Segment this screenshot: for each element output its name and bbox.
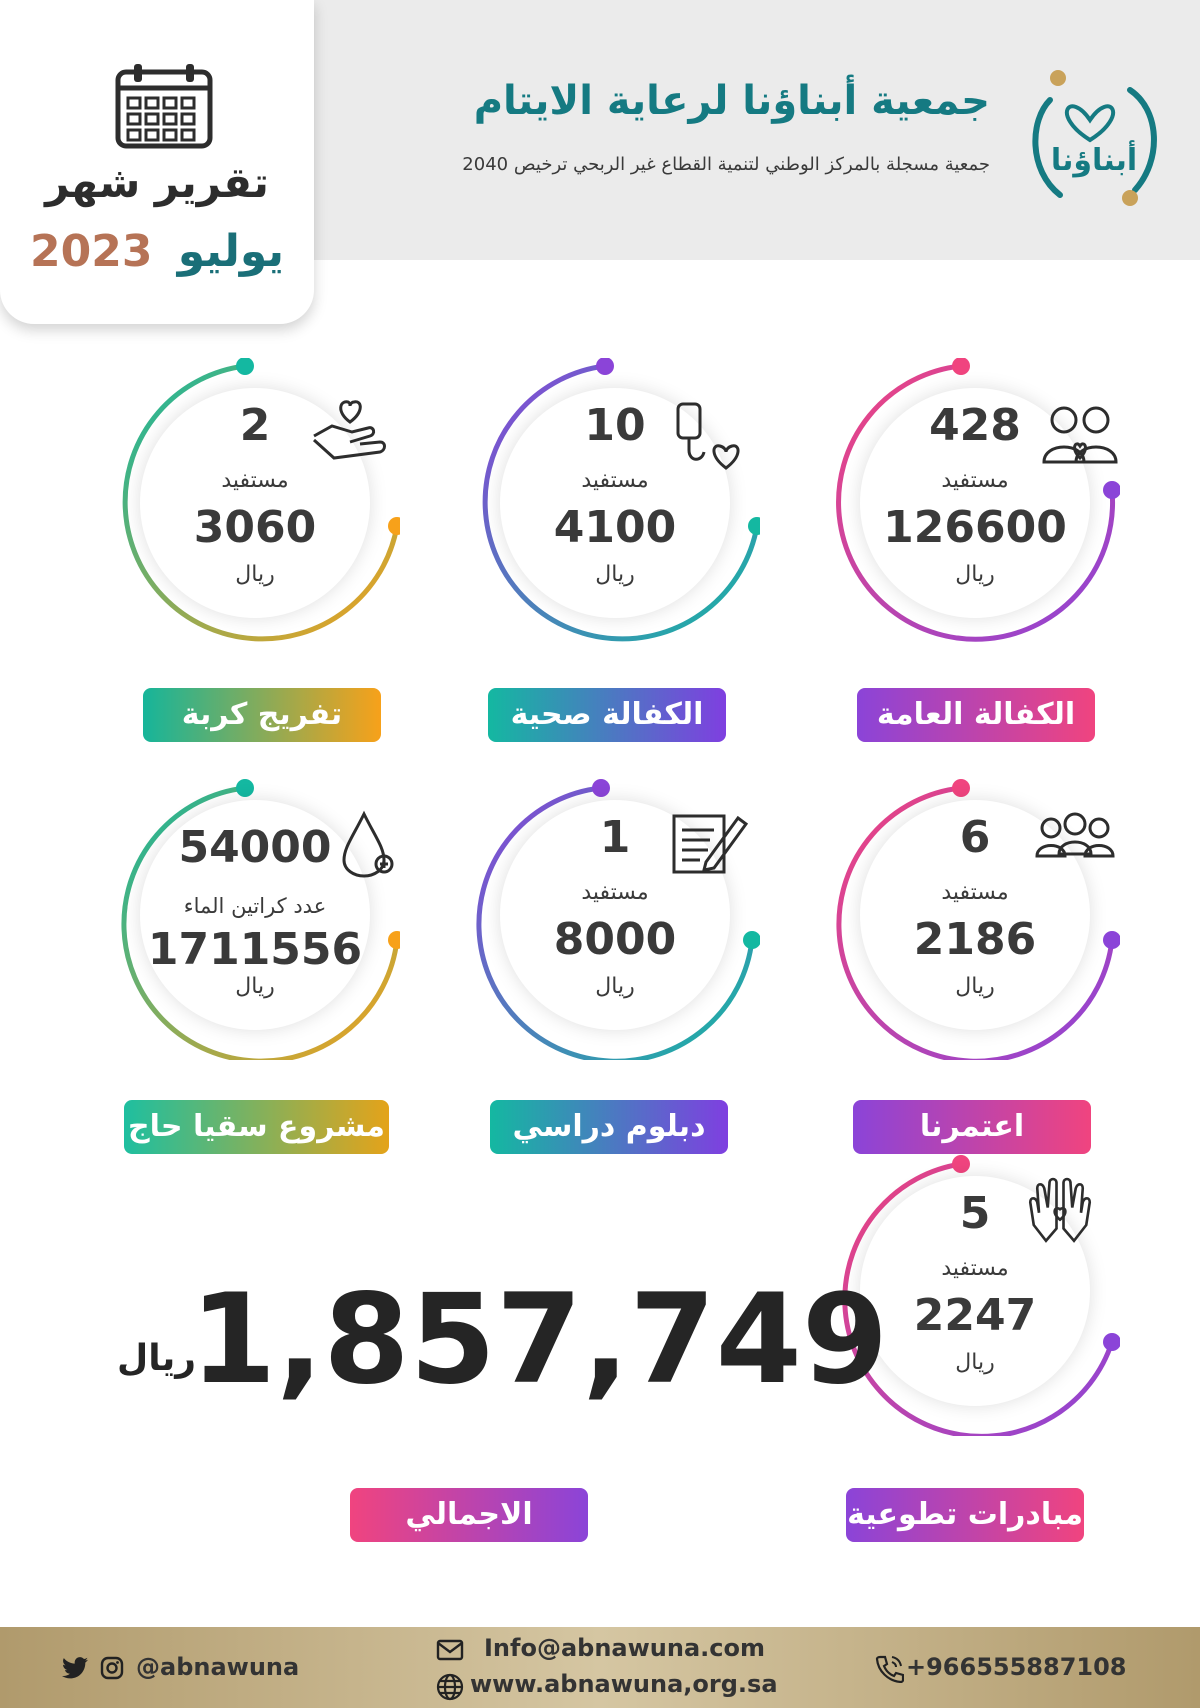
organization-subtitle: جمعية مسجلة بالمركز الوطني لتنمية القطاع… xyxy=(462,154,990,175)
two-people-heart-icon xyxy=(1042,406,1118,464)
stat-circle xyxy=(500,388,730,618)
stat-label-relief: تفريج كربة xyxy=(143,688,381,742)
stat-general-sponsorship: 428 مستفيد 126600 ريال xyxy=(830,358,1120,648)
mail-icon xyxy=(436,1639,464,1661)
beneficiary-label: مستفيد xyxy=(581,880,649,905)
water-carton-count: 54000 xyxy=(178,822,332,873)
report-month: يوليو xyxy=(177,226,284,277)
document-pen-icon xyxy=(672,814,749,874)
hand-heart-icon xyxy=(312,400,386,460)
beneficiary-count: 2 xyxy=(239,400,271,451)
beneficiary-count: 428 xyxy=(929,400,1021,451)
calendar-icon xyxy=(115,64,213,149)
progress-ring xyxy=(482,358,760,642)
stat-label-health-sponsorship: الكفالة صحية xyxy=(488,688,726,742)
beneficiary-label: مستفيد xyxy=(581,468,649,493)
amount-value: 3060 xyxy=(193,502,317,553)
group-people-icon xyxy=(1035,812,1115,858)
stat-circle xyxy=(860,388,1090,618)
currency-label: ريال xyxy=(235,974,275,999)
beneficiary-label: مستفيد xyxy=(221,468,289,493)
stat-health-sponsorship: 10 مستفيد 4100 ريال xyxy=(470,358,760,648)
stat-water-project: 54000 عدد كراتين الماء 1711556 ريال xyxy=(110,770,400,1060)
organization-name: جمعية أبناؤنا لرعاية الايتام xyxy=(473,78,990,124)
stat-label-umrah: اعتمرنا xyxy=(853,1100,1091,1154)
total-currency: ريال xyxy=(117,1338,196,1379)
hands-heart-icon xyxy=(1028,1177,1092,1243)
stat-circle xyxy=(500,800,730,1030)
stat-label-diploma: دبلوم دراسي xyxy=(490,1100,728,1154)
stat-diploma: 1 مستفيد 8000 ريال xyxy=(470,770,760,1060)
report-year: 2023 xyxy=(30,226,153,277)
beneficiary-count: 5 xyxy=(959,1188,991,1239)
email-link[interactable]: Info@abnawuna.com xyxy=(484,1634,765,1662)
stat-label-general-sponsorship: الكفالة العامة xyxy=(857,688,1095,742)
currency-label: ريال xyxy=(235,562,275,587)
amount-value: 126600 xyxy=(883,502,1067,553)
report-date: يوليو 2023 xyxy=(0,226,314,277)
currency-label: ريال xyxy=(955,562,995,587)
progress-ring xyxy=(122,358,400,642)
amount-value: 4100 xyxy=(553,502,677,553)
stat-circle xyxy=(140,800,370,1030)
website-link[interactable]: www.abnawuna,org.sa xyxy=(470,1670,778,1698)
beneficiary-label: مستفيد xyxy=(941,1256,1009,1281)
report-title: تقرير شهر xyxy=(45,158,269,207)
stat-volunteer-initiatives: 5 مستفيد 2247 ريال xyxy=(830,1146,1120,1436)
social-handle[interactable]: @abnawuna xyxy=(136,1653,300,1681)
progress-ring xyxy=(476,779,760,1060)
amount-value: 8000 xyxy=(553,914,677,965)
water-drop-icon xyxy=(342,810,394,878)
beneficiary-count: 10 xyxy=(584,400,646,451)
water-carton-label: عدد كراتين الماء xyxy=(183,894,327,918)
organization-logo: أبناؤنا xyxy=(1032,70,1157,206)
progress-ring xyxy=(121,779,400,1060)
currency-label: ريال xyxy=(955,974,995,999)
report-date-card: تقرير شهر يوليو 2023 xyxy=(0,0,314,324)
globe-icon xyxy=(436,1673,464,1701)
stat-relief: 2 مستفيد 3060 ريال xyxy=(110,358,400,648)
currency-label: ريال xyxy=(595,974,635,999)
currency-label: ريال xyxy=(595,562,635,587)
instagram-icon[interactable] xyxy=(100,1656,124,1680)
amount-value: 2247 xyxy=(913,1290,1037,1341)
beneficiary-label: مستفيد xyxy=(941,468,1009,493)
amount-value: 2186 xyxy=(913,914,1037,965)
phone-icon xyxy=(875,1655,904,1683)
stat-label-water-project: مشروع سقيا حاج xyxy=(124,1100,389,1154)
stat-circle xyxy=(860,1176,1090,1406)
stat-label-volunteer-initiatives: مبادرات تطوعية xyxy=(846,1488,1084,1542)
progress-ring xyxy=(836,358,1120,642)
progress-ring xyxy=(836,779,1120,1060)
progress-ring xyxy=(842,1155,1120,1436)
stat-umrah: 6 مستفيد 2186 ريال xyxy=(830,770,1120,1060)
beneficiary-label: مستفيد xyxy=(941,880,1009,905)
iv-bag-heart-icon xyxy=(676,402,740,470)
phone-number[interactable]: +966555887108 xyxy=(906,1653,1127,1681)
logo-text: أبناؤنا xyxy=(1051,140,1137,178)
total-label: الاجمالي xyxy=(350,1488,588,1542)
currency-label: ريال xyxy=(955,1350,995,1375)
amount-value: 1711556 xyxy=(147,924,363,975)
total-amount: 1,857,749 xyxy=(190,1268,889,1412)
footer: @abnawuna Info@abnawuna.com www.abnawuna… xyxy=(0,1627,1200,1708)
beneficiary-count: 1 xyxy=(599,812,631,863)
beneficiary-count: 6 xyxy=(959,812,991,863)
twitter-icon[interactable] xyxy=(62,1657,88,1679)
